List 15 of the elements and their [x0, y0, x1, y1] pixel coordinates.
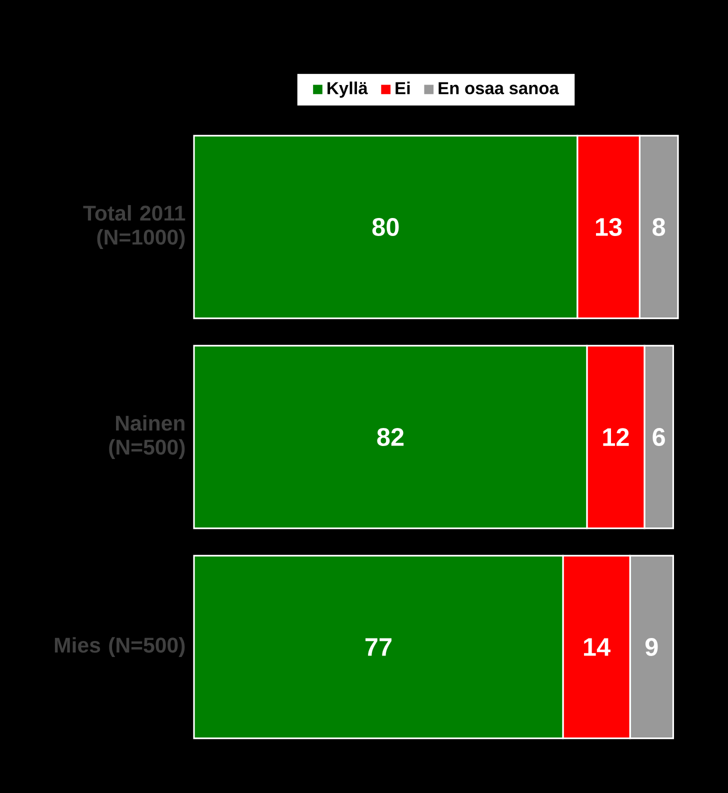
y-tick-label: Mies (N=500) [54, 637, 185, 657]
data-label: 82 [377, 428, 404, 446]
data-label: 9 [645, 638, 658, 656]
y-tick-label: Nainen (N=500) [109, 415, 185, 459]
data-label: 6 [652, 428, 665, 446]
legend-label: Ei [396, 82, 410, 94]
data-label: 13 [596, 218, 622, 236]
text: Kyllä [328, 82, 368, 98]
legend-label: En osaa sanoa [438, 82, 560, 94]
data-label: 14 [584, 638, 610, 656]
data-label: 12 [603, 428, 629, 446]
data-label: 8 [652, 218, 666, 236]
data-label: 80 [372, 218, 399, 236]
y-tick-label: Total 2011 (N=1000) [83, 205, 186, 249]
data-label: 77 [365, 638, 392, 656]
